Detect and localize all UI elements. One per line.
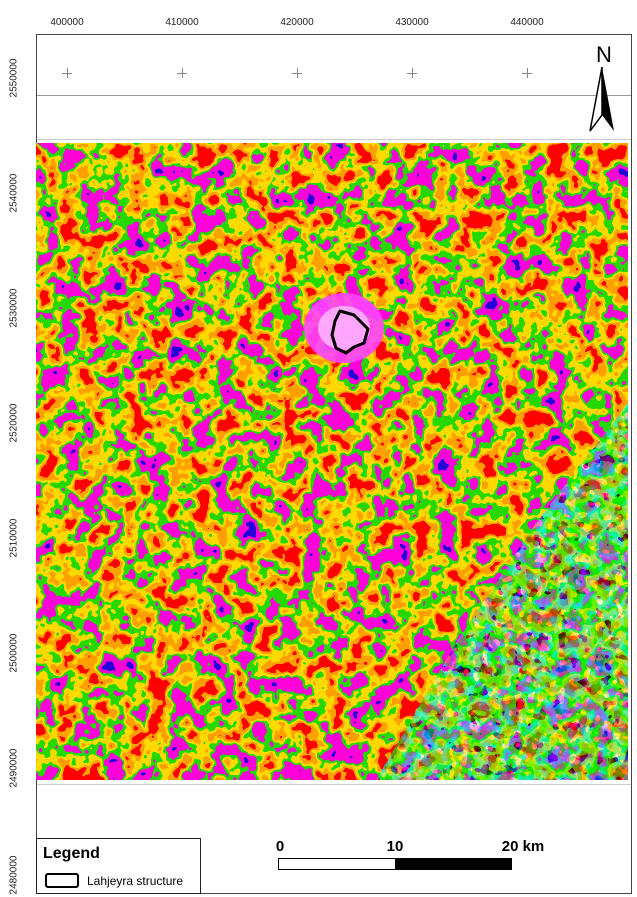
- y-tick-label: 2550000: [8, 58, 20, 98]
- y-tick-label: 2500000: [8, 633, 20, 673]
- y-tick-label: 2520000: [8, 403, 20, 443]
- grid-cross: [292, 68, 302, 78]
- legend-swatch: [45, 873, 79, 888]
- legend: Legend Lahjeyra structure: [36, 838, 201, 894]
- lahjeyra-structure-outline: [330, 309, 370, 355]
- inner-frame-line: [37, 95, 631, 96]
- y-tick-label: 2490000: [8, 748, 20, 788]
- x-tick-label: 420000: [280, 17, 314, 28]
- x-tick-label: 440000: [510, 17, 544, 28]
- north-label: N: [596, 42, 612, 67]
- x-tick-label: 410000: [165, 17, 199, 28]
- scale-segment-white: [279, 859, 395, 869]
- scale-bar: [278, 858, 512, 870]
- x-tick-label: 430000: [395, 17, 429, 28]
- y-tick-label: 2530000: [8, 288, 20, 328]
- anomaly-raster: [36, 143, 628, 780]
- y-tick-label: 2540000: [8, 173, 20, 213]
- raster-image: [36, 143, 628, 780]
- scale-label-10: 10: [386, 838, 404, 855]
- scale-label-0: 0: [275, 838, 285, 855]
- legend-title: Legend: [43, 845, 100, 862]
- grid-cross: [522, 68, 532, 78]
- grid-cross: [62, 68, 72, 78]
- north-arrow-icon: [589, 66, 614, 132]
- y-tick-label: 2510000: [8, 518, 20, 558]
- x-tick-label: 400000: [50, 17, 84, 28]
- y-tick-label: 2480000: [8, 855, 20, 895]
- scale-label-20: 20 km: [501, 838, 545, 855]
- inner-frame-line: [37, 784, 631, 785]
- grid-cross: [407, 68, 417, 78]
- grid-cross: [177, 68, 187, 78]
- scale-segment-black: [395, 859, 511, 869]
- legend-item-label: Lahjeyra structure: [87, 874, 184, 888]
- inner-frame-line: [37, 139, 631, 140]
